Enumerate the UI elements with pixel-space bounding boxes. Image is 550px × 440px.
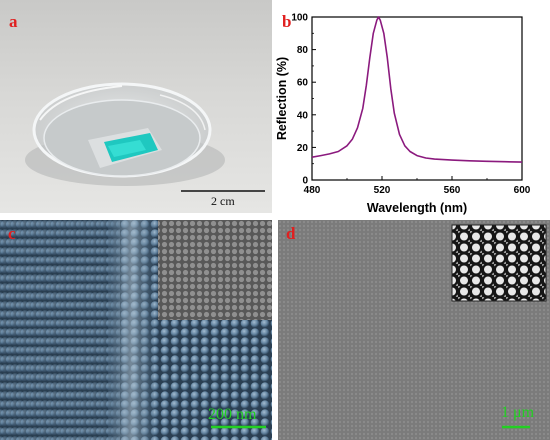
sem-inset-d — [451, 224, 547, 302]
y-axis-label: Reflection (%) — [276, 57, 289, 140]
cross-section-ridge — [108, 220, 154, 440]
reflection-chart: 480 520 560 600 0 20 40 60 80 100 Wavelength (nm) R… — [276, 13, 531, 216]
x-tick-label: 480 — [304, 185, 321, 196]
y-tick-label: 80 — [297, 45, 309, 56]
scale-bar-label-d: 1 μm — [501, 404, 535, 421]
panel-label-b: b — [282, 12, 292, 31]
panel-b-chart: 480 520 560 600 0 20 40 60 80 100 Wavelength (nm) R… — [276, 0, 550, 220]
panel-a-photo: a 2 cm — [0, 0, 272, 213]
x-tick-label: 600 — [514, 185, 531, 196]
sem-image-cross-section — [0, 220, 272, 440]
dish-highlight — [39, 85, 123, 121]
sem-image-surface — [278, 220, 550, 440]
panel-d-sem: d 1 μm — [278, 220, 550, 440]
y-tick-label: 20 — [297, 143, 309, 154]
panel-c-sem: c 200 nm — [0, 220, 272, 440]
x-axis-label: Wavelength (nm) — [367, 201, 467, 215]
y-tick-label: 100 — [291, 13, 308, 24]
y-tick-label: 60 — [297, 78, 309, 89]
panel-label-c: c — [8, 224, 16, 243]
y-tick-label: 0 — [302, 176, 308, 187]
scale-bar-label-a: 2 cm — [211, 194, 235, 208]
panel-label-d: d — [286, 224, 296, 243]
x-tick-label: 560 — [444, 185, 461, 196]
y-tick-label: 40 — [297, 110, 309, 121]
sem-inset-c — [158, 220, 272, 320]
scale-bar-label-c: 200 nm — [208, 406, 257, 423]
x-tick-label: 520 — [374, 185, 391, 196]
petri-dish-photo — [25, 82, 265, 192]
panel-label-a: a — [9, 12, 18, 31]
reflection-curve — [311, 16, 523, 163]
